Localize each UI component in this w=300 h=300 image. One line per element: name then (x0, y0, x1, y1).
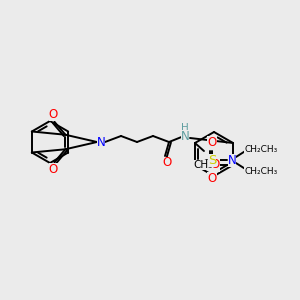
Text: CH₂CH₃: CH₂CH₃ (244, 145, 278, 154)
Text: S: S (208, 154, 216, 166)
Text: N: N (181, 130, 189, 142)
Text: O: O (210, 158, 220, 172)
Text: CH₃: CH₃ (194, 160, 213, 170)
Text: O: O (207, 172, 217, 184)
Text: H: H (181, 123, 189, 133)
Text: CH₂CH₃: CH₂CH₃ (244, 167, 278, 176)
Text: O: O (49, 108, 58, 121)
Text: N: N (228, 154, 236, 166)
Text: O: O (162, 157, 172, 169)
Text: O: O (207, 136, 217, 148)
Text: O: O (49, 163, 58, 176)
Text: N: N (97, 136, 105, 148)
